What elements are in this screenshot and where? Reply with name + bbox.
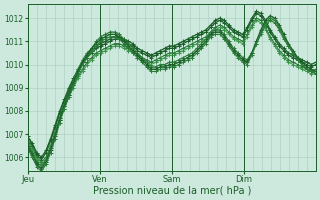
X-axis label: Pression niveau de la mer( hPa ): Pression niveau de la mer( hPa ) <box>92 186 251 196</box>
